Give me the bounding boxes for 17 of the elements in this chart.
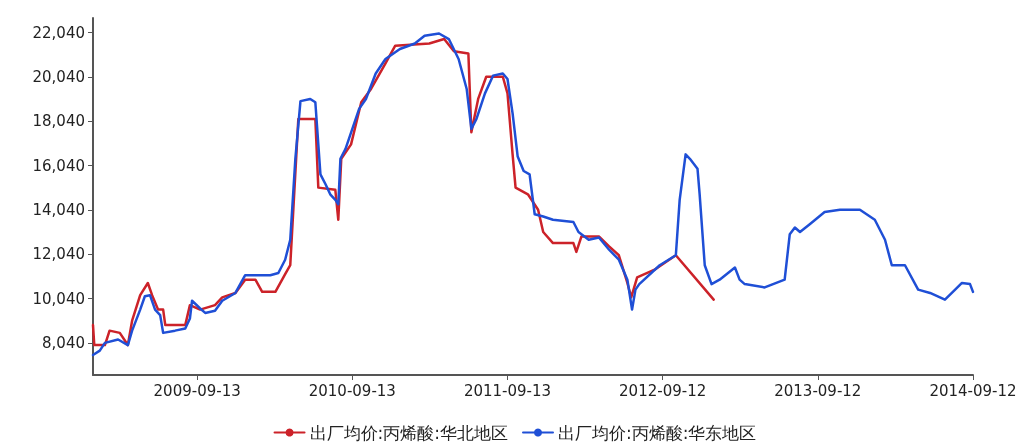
y-tick-label: 10,040 bbox=[32, 289, 85, 308]
legend-label: 出厂均价:丙烯酸:华东地区 bbox=[558, 422, 757, 443]
y-tick-label: 14,040 bbox=[32, 201, 85, 220]
x-tick-label: 2009-09-13 bbox=[153, 381, 241, 400]
y-tick-label: 12,040 bbox=[32, 245, 85, 264]
x-tick-label: 2011-09-13 bbox=[463, 381, 552, 400]
y-tick-label: 16,040 bbox=[32, 156, 85, 175]
line-series bbox=[91, 32, 975, 357]
x-tick-label: 2012-09-12 bbox=[619, 381, 707, 400]
x-tick-label: 2010-09-13 bbox=[308, 381, 396, 400]
y-tick-label: 8,040 bbox=[42, 334, 85, 353]
x-tick-label: 2013-09-12 bbox=[774, 381, 862, 400]
x-tick-label: 2014-09-12 bbox=[929, 381, 1017, 400]
y-tick-label: 22,040 bbox=[32, 23, 85, 42]
y-tick-label: 18,040 bbox=[32, 112, 85, 131]
legend-label: 出厂均价:丙烯酸:华北地区 bbox=[309, 422, 509, 443]
y-tick-label: 20,040 bbox=[32, 67, 85, 86]
